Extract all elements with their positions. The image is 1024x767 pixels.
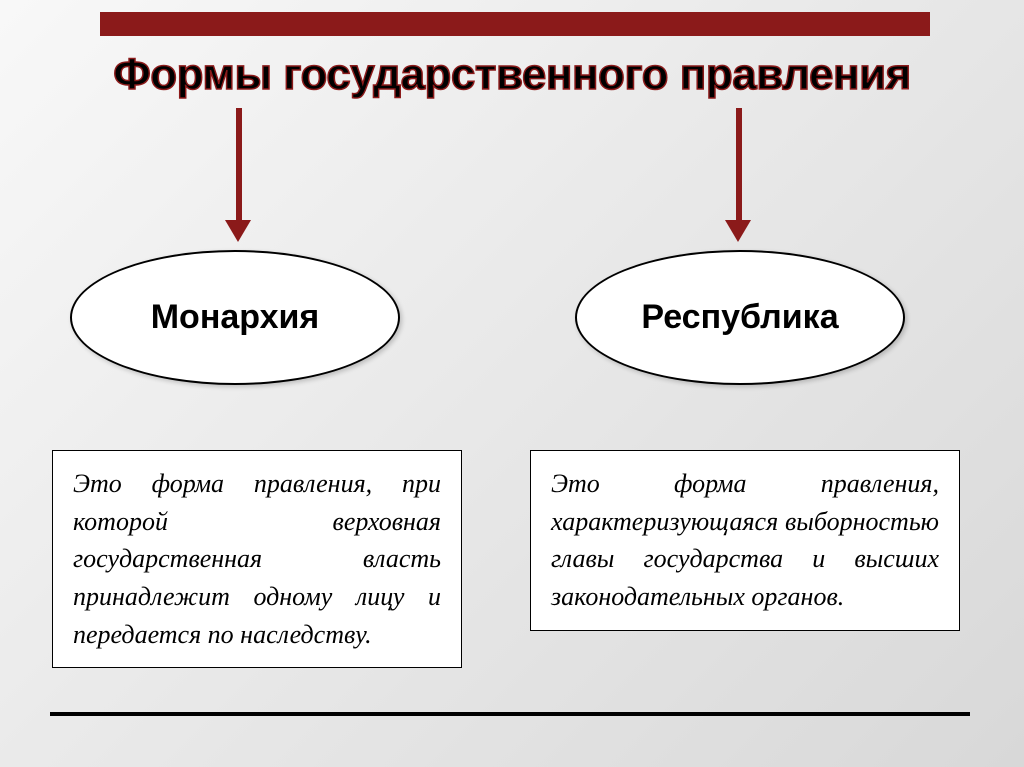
arrow-right (735, 108, 743, 242)
arrow-line (736, 108, 742, 220)
ellipse-label: Монархия (151, 298, 320, 337)
title-container: Формы государственного правления (0, 50, 1024, 100)
description-republic: Это форма правления, характеризующаяся в… (530, 450, 960, 631)
top-accent-bar (100, 12, 930, 36)
bottom-divider (50, 712, 970, 716)
description-monarchy: Это форма правления, при которой верховн… (52, 450, 462, 668)
arrow-line (236, 108, 242, 220)
page-title: Формы государственного правления (0, 50, 1024, 100)
ellipse-label: Республика (641, 298, 838, 337)
ellipse-republic: Республика (575, 250, 905, 385)
arrow-left (235, 108, 243, 242)
ellipse-monarchy: Монархия (70, 250, 400, 385)
description-text: Это форма правления, при которой верховн… (73, 469, 441, 649)
arrow-head (725, 220, 751, 242)
arrow-head (225, 220, 251, 242)
description-text: Это форма правления, характеризующаяся в… (551, 469, 939, 611)
